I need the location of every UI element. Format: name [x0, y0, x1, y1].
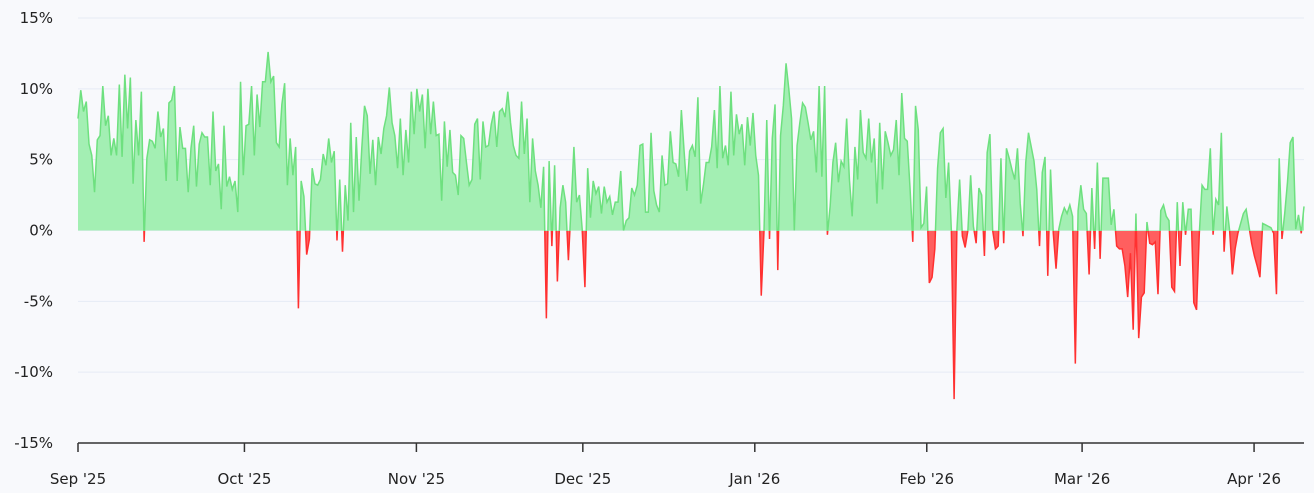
- y-tick-label: 15%: [20, 9, 53, 27]
- x-tick-label: Oct '25: [217, 470, 271, 488]
- negative-line: [143, 231, 1303, 400]
- x-axis: Sep '25 Oct '25 Nov '25 Dec '25 Jan '26 Feb '…: [50, 443, 1281, 488]
- x-tick-label: Mar '26: [1054, 470, 1110, 488]
- x-tick-label: Feb '26: [899, 470, 954, 488]
- positive-area: [78, 52, 1304, 231]
- x-tick-label: Apr '26: [1227, 470, 1281, 488]
- series: [77, 51, 1305, 400]
- y-tick-label: -10%: [14, 363, 53, 381]
- x-tick-label: Jan '26: [728, 470, 780, 488]
- y-tick-label: -5%: [24, 292, 53, 310]
- x-tick-label: Nov '25: [388, 470, 445, 488]
- y-tick-label: 0%: [29, 222, 53, 240]
- y-axis: 15% 10% 5% 0% -5% -10% -15%: [14, 9, 53, 452]
- y-tick-label: 10%: [20, 80, 53, 98]
- y-tick-label: -15%: [14, 434, 53, 452]
- y-tick-label: 5%: [29, 151, 53, 169]
- x-tick-label: Sep '25: [50, 470, 106, 488]
- positive-line: [77, 51, 1305, 231]
- x-tick-label: Dec '25: [554, 470, 611, 488]
